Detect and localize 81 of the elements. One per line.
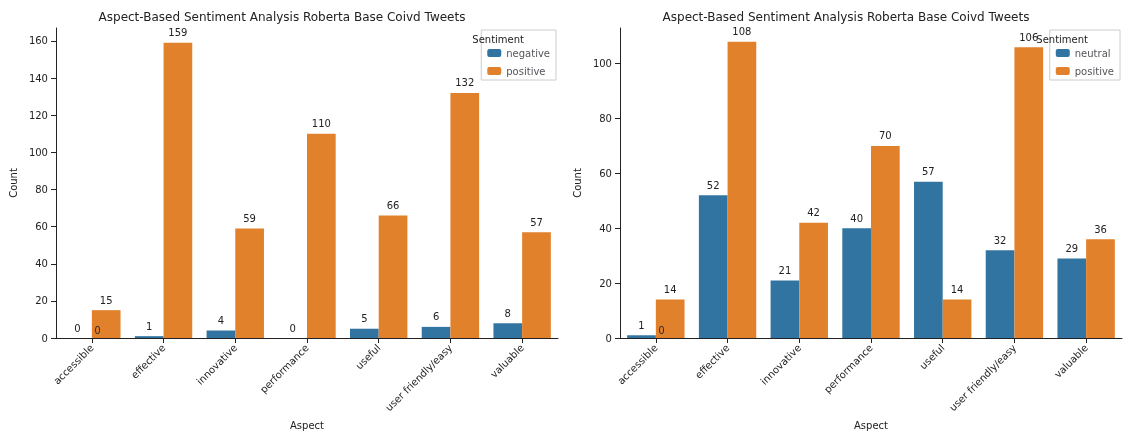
legend-title: Sentiment bbox=[472, 33, 525, 45]
data-label: 110 bbox=[311, 118, 331, 130]
chart-title: Aspect-Based Sentiment Analysis Roberta Base Coivd Tweets bbox=[98, 10, 466, 24]
bar bbox=[1057, 258, 1087, 339]
bar bbox=[421, 326, 451, 339]
bar bbox=[942, 299, 972, 339]
bar bbox=[493, 323, 523, 339]
bar bbox=[306, 133, 336, 339]
bar bbox=[91, 310, 121, 339]
y-tick-label: 0 bbox=[605, 332, 612, 344]
bar bbox=[985, 250, 1015, 339]
data-label: 0 bbox=[74, 322, 81, 334]
bar bbox=[698, 195, 728, 339]
y-tick-label: 40 bbox=[35, 258, 48, 270]
data-label: 6 bbox=[432, 311, 440, 323]
bar bbox=[450, 92, 480, 339]
annotation: 0 bbox=[658, 324, 665, 336]
data-label: 32 bbox=[993, 234, 1007, 246]
legend-label: positive bbox=[1074, 65, 1115, 77]
y-tick-label: 60 bbox=[35, 221, 48, 233]
bar bbox=[914, 181, 943, 339]
bar bbox=[378, 215, 408, 339]
x-axis-title: Aspect bbox=[854, 419, 889, 431]
data-label: 5 bbox=[361, 313, 368, 325]
y-tick-label: 100 bbox=[28, 146, 48, 158]
y-tick-label: 160 bbox=[28, 35, 48, 47]
y-tick-label: 80 bbox=[35, 184, 48, 195]
data-label: 159 bbox=[168, 27, 188, 39]
annotation: 0 bbox=[94, 324, 101, 336]
bar bbox=[842, 228, 871, 339]
y-axis-title: Count bbox=[7, 168, 19, 198]
data-label: 40 bbox=[850, 212, 864, 224]
data-label: 132 bbox=[455, 77, 475, 89]
y-tick-label: 20 bbox=[35, 295, 48, 307]
data-label: 59 bbox=[243, 212, 256, 224]
data-label: 0 bbox=[289, 322, 296, 334]
legend-title: Sentiment bbox=[1036, 33, 1089, 45]
bar bbox=[350, 328, 379, 339]
bar bbox=[727, 41, 757, 339]
y-tick-label: 40 bbox=[599, 222, 612, 234]
bar bbox=[206, 330, 236, 339]
y-tick-label: 100 bbox=[592, 58, 612, 70]
data-label: 52 bbox=[706, 179, 720, 191]
data-label: 15 bbox=[99, 294, 113, 306]
data-label: 108 bbox=[732, 26, 752, 38]
bar bbox=[627, 335, 656, 339]
bar bbox=[235, 228, 264, 339]
data-label: 36 bbox=[1094, 223, 1107, 235]
bar bbox=[1086, 239, 1115, 339]
legend-label: negative bbox=[506, 47, 551, 59]
data-label: 29 bbox=[1065, 242, 1079, 254]
y-tick-label: 120 bbox=[28, 109, 48, 121]
bar bbox=[655, 299, 685, 339]
legend-label: neutral bbox=[1074, 47, 1111, 59]
data-label: 8 bbox=[504, 307, 511, 319]
data-label: 57 bbox=[922, 166, 935, 178]
data-label: 14 bbox=[950, 284, 964, 296]
data-label: 1 bbox=[638, 319, 645, 331]
data-label: 70 bbox=[878, 130, 892, 142]
data-label: 1 bbox=[146, 320, 153, 332]
y-tick-label: 140 bbox=[28, 72, 48, 84]
y-tick-label: 60 bbox=[599, 167, 612, 179]
data-label: 21 bbox=[778, 264, 792, 276]
y-tick-label: 20 bbox=[599, 277, 612, 289]
bar bbox=[1014, 47, 1044, 339]
y-axis-title: Count bbox=[571, 168, 583, 198]
data-label: 57 bbox=[530, 216, 543, 228]
data-label: 42 bbox=[807, 207, 820, 219]
bar bbox=[799, 222, 828, 339]
data-label: 4 bbox=[217, 315, 225, 327]
bar bbox=[870, 145, 900, 339]
legend-label: positive bbox=[506, 65, 546, 77]
bar bbox=[163, 42, 193, 339]
x-axis-title: Aspect bbox=[290, 419, 325, 431]
data-label: 14 bbox=[663, 284, 677, 296]
y-tick-label: 0 bbox=[41, 332, 48, 344]
bar bbox=[770, 280, 800, 339]
bar bbox=[522, 232, 551, 339]
y-tick-label: 80 bbox=[599, 113, 612, 125]
data-label: 66 bbox=[386, 199, 400, 211]
chart-title: Aspect-Based Sentiment Analysis Roberta Base Coivd Tweets bbox=[662, 10, 1030, 24]
